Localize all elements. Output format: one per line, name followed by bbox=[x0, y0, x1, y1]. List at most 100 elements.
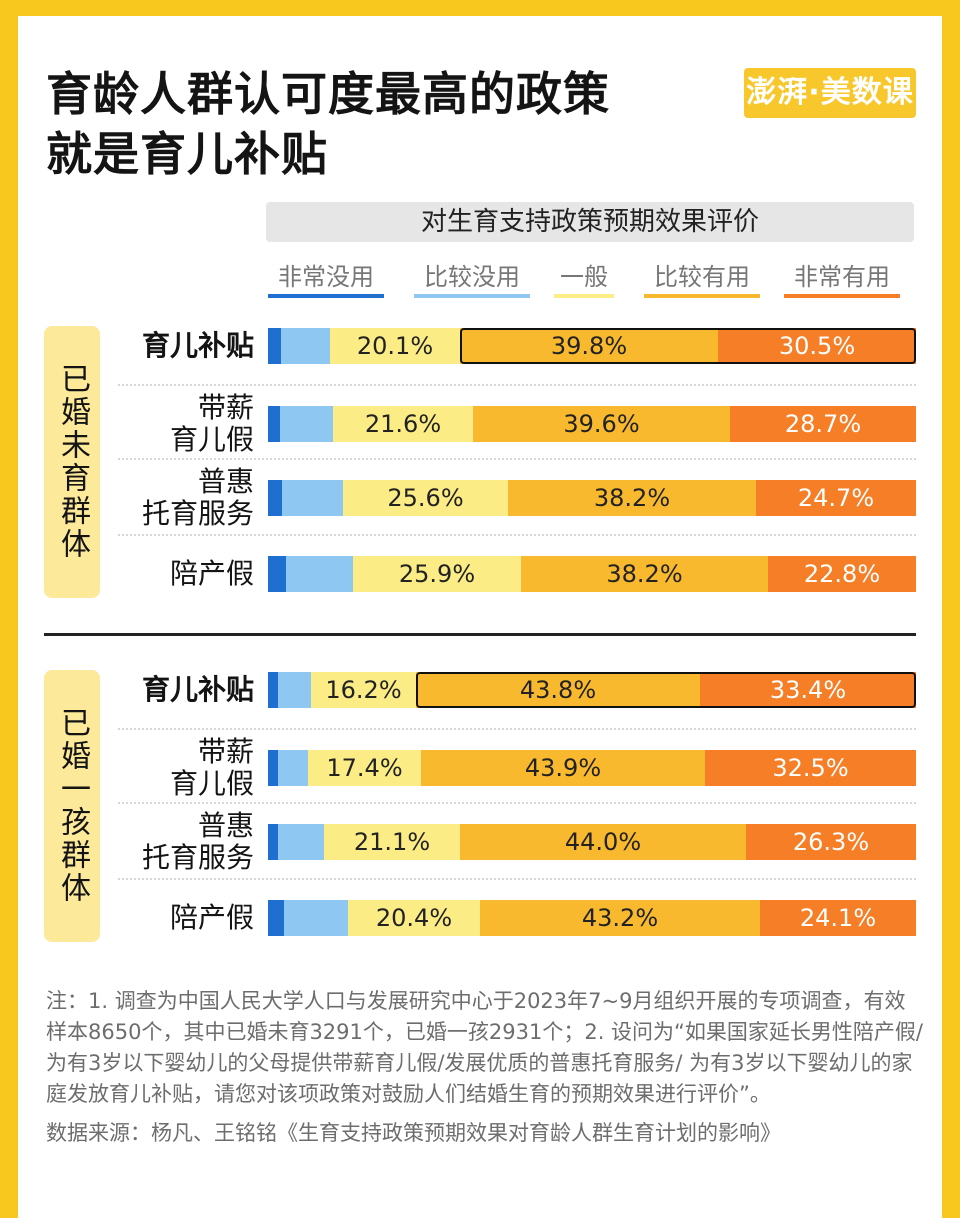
bar-segment-very-useful: 28.7% bbox=[730, 406, 916, 442]
brand-logo: 澎湃·美数课 bbox=[744, 68, 916, 118]
row-separator bbox=[118, 802, 916, 804]
policy-label-line: 托育服务 bbox=[141, 841, 254, 874]
policy-label: 陪产假 bbox=[170, 558, 254, 590]
stacked-bar: 25.9% 38.2% 22.8% bbox=[268, 556, 916, 592]
bar-segment-very-useless bbox=[268, 406, 280, 442]
policy-label-line: 育儿补贴 bbox=[141, 673, 254, 706]
stacked-bar: 20.4% 43.2% 24.1% bbox=[268, 900, 916, 936]
bar-segment-neutral: 20.1% bbox=[330, 328, 460, 364]
bar-segment-neutral: 16.2% bbox=[311, 672, 416, 708]
bar-segment-quite-useless bbox=[278, 824, 324, 860]
footnote-text: 注：1. 调查为中国人民大学人口与发展研究中心于2023年7~9月组织开展的专项… bbox=[46, 989, 923, 1106]
bar-segment-neutral: 21.6% bbox=[333, 406, 473, 442]
legend-item-4: 比较有用 bbox=[644, 260, 760, 298]
group-name: 已婚未育群体 bbox=[55, 363, 90, 561]
bar-segment-quite-useless bbox=[280, 406, 333, 442]
policy-label-line: 带薪 bbox=[197, 735, 254, 768]
bar-segment-neutral: 21.1% bbox=[324, 824, 460, 860]
title-line-2: 就是育儿补贴 bbox=[46, 127, 328, 181]
bar-segment-very-useless bbox=[268, 672, 278, 708]
group-label-2: 已婚一孩群体 bbox=[44, 670, 100, 942]
footnote: 注：1. 调查为中国人民大学人口与发展研究中心于2023年7~9月组织开展的专项… bbox=[46, 986, 926, 1149]
policy-label-line: 普惠 bbox=[197, 809, 254, 842]
stacked-bar: 16.2% 43.8% 33.4% bbox=[268, 672, 916, 708]
bar-segment-very-useless bbox=[268, 824, 278, 860]
bar-segment-very-useless bbox=[268, 328, 281, 364]
legend-item-5: 非常有用 bbox=[784, 260, 900, 298]
bar-segment-very-useful: 24.7% bbox=[756, 480, 916, 516]
bar-segment-neutral: 17.4% bbox=[308, 750, 421, 786]
chart-legend: 非常没用 比较没用 一般 比较有用 非常有用 bbox=[18, 260, 942, 300]
bar-segment-very-useful: 30.5% bbox=[718, 328, 916, 364]
bar-segment-very-useful: 22.8% bbox=[768, 556, 916, 592]
policy-label-line: 托育服务 bbox=[141, 497, 254, 530]
policy-label: 普惠 托育服务 bbox=[142, 466, 254, 530]
legend-label: 比较没用 bbox=[424, 263, 520, 291]
policy-label: 育儿补贴 bbox=[142, 674, 254, 706]
policy-label-line: 育儿补贴 bbox=[141, 329, 254, 362]
policy-label-line: 普惠 bbox=[197, 465, 254, 498]
bar-segment-very-useless bbox=[268, 750, 278, 786]
legend-item-2: 比较没用 bbox=[414, 260, 530, 298]
row-separator bbox=[118, 728, 916, 730]
stacked-bar: 25.6% 38.2% 24.7% bbox=[268, 480, 916, 516]
title-line-1: 育龄人群认可度最高的政策 bbox=[46, 67, 610, 121]
group-label-1: 已婚未育群体 bbox=[44, 326, 100, 598]
bar-segment-very-useful: 33.4% bbox=[700, 672, 916, 708]
policy-label: 普惠 托育服务 bbox=[142, 810, 254, 874]
policy-label: 带薪 育儿假 bbox=[170, 392, 254, 456]
bar-segment-quite-useful: 43.9% bbox=[421, 750, 705, 786]
stacked-bar: 21.1% 44.0% 26.3% bbox=[268, 824, 916, 860]
bar-segment-quite-useless bbox=[281, 328, 330, 364]
policy-label-line: 育儿假 bbox=[169, 767, 254, 800]
bar-segment-very-useful: 26.3% bbox=[746, 824, 916, 860]
policy-label-line: 带薪 bbox=[197, 391, 254, 424]
policy-label-line: 育儿假 bbox=[169, 423, 254, 456]
group-divider bbox=[44, 633, 916, 636]
bar-segment-quite-useful: 38.2% bbox=[521, 556, 768, 592]
legend-item-1: 非常没用 bbox=[268, 260, 384, 298]
legend-label: 非常有用 bbox=[794, 263, 890, 291]
bar-segment-very-useless bbox=[268, 556, 286, 592]
row-separator bbox=[118, 458, 916, 460]
bar-segment-neutral: 25.9% bbox=[353, 556, 521, 592]
bar-segment-quite-useful: 38.2% bbox=[508, 480, 756, 516]
policy-label: 育儿补贴 bbox=[142, 330, 254, 362]
bar-segment-quite-useful: 43.2% bbox=[480, 900, 760, 936]
bar-segment-quite-useless bbox=[284, 900, 348, 936]
policy-label-line: 陪产假 bbox=[169, 557, 254, 590]
row-separator bbox=[118, 878, 916, 880]
legend-swatch bbox=[644, 294, 760, 298]
legend-item-3: 一般 bbox=[554, 260, 614, 298]
row-separator bbox=[118, 384, 916, 386]
bar-segment-quite-useless bbox=[278, 672, 311, 708]
group-name: 已婚一孩群体 bbox=[55, 707, 90, 905]
bar-segment-quite-useless bbox=[282, 480, 343, 516]
chart-title: 对生育支持政策预期效果评价 bbox=[266, 202, 914, 242]
bar-segment-quite-useful: 44.0% bbox=[460, 824, 746, 860]
bar-segment-quite-useless bbox=[278, 750, 308, 786]
legend-label: 一般 bbox=[560, 263, 608, 291]
data-source: 数据来源：杨凡、王铭铭《生育支持政策预期效果对育龄人群生育计划的影响》 bbox=[46, 1121, 781, 1145]
stacked-bar: 17.4% 43.9% 32.5% bbox=[268, 750, 916, 786]
bar-segment-quite-useful: 39.6% bbox=[473, 406, 730, 442]
bar-segment-quite-useful: 43.8% bbox=[416, 672, 700, 708]
page-title: 育龄人群认可度最高的政策 就是育儿补贴 bbox=[46, 64, 610, 184]
bar-segment-quite-useless bbox=[286, 556, 353, 592]
bar-segment-neutral: 25.6% bbox=[343, 480, 508, 516]
policy-label: 陪产假 bbox=[170, 902, 254, 934]
stacked-bar: 21.6% 39.6% 28.7% bbox=[268, 406, 916, 442]
stacked-bar: 20.1% 39.8% 30.5% bbox=[268, 328, 916, 364]
legend-swatch bbox=[268, 294, 384, 298]
bar-segment-neutral: 20.4% bbox=[348, 900, 480, 936]
legend-label: 非常没用 bbox=[278, 263, 374, 291]
infographic-card: 育龄人群认可度最高的政策 就是育儿补贴 澎湃·美数课 对生育支持政策预期效果评价… bbox=[18, 16, 942, 1218]
bar-segment-quite-useful: 39.8% bbox=[460, 328, 718, 364]
legend-swatch bbox=[784, 294, 900, 298]
row-separator bbox=[118, 534, 916, 536]
bar-segment-very-useful: 24.1% bbox=[760, 900, 916, 936]
bar-segment-very-useless bbox=[268, 480, 282, 516]
bar-segment-very-useless bbox=[268, 900, 284, 936]
bar-segment-very-useful: 32.5% bbox=[705, 750, 916, 786]
policy-label: 带薪 育儿假 bbox=[170, 736, 254, 800]
